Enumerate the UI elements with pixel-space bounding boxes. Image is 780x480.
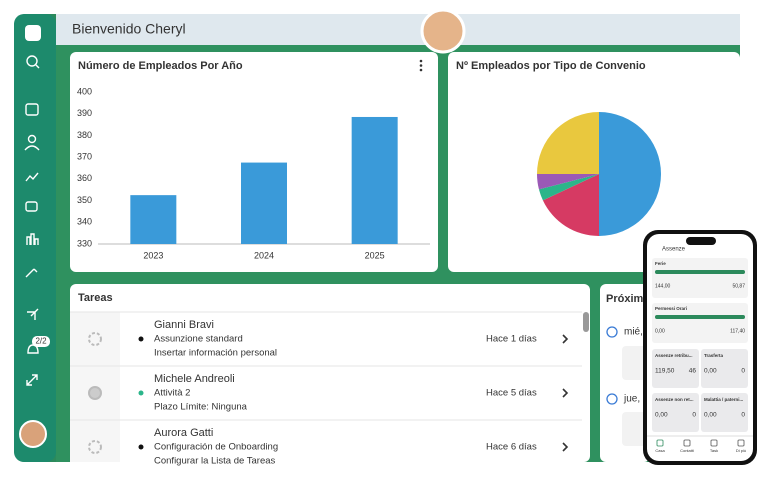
badge bbox=[32, 336, 50, 347]
task-time: Hace 1 días bbox=[486, 334, 537, 345]
tile-right: 0 bbox=[741, 412, 745, 419]
card-title: Número de Empleados Por Año bbox=[78, 60, 243, 72]
scrollbar[interactable] bbox=[583, 312, 589, 332]
task-name: Aurora Gatti bbox=[154, 427, 213, 439]
profile-avatar[interactable] bbox=[420, 8, 466, 54]
radio[interactable] bbox=[606, 326, 618, 338]
x-tick-label: 2023 bbox=[143, 250, 163, 260]
task-type: Assunzione standard bbox=[154, 334, 243, 345]
tile-title: Malattia / paterni... bbox=[704, 397, 743, 402]
task-detail: Plazo Límite: Ninguna bbox=[154, 402, 248, 413]
pie-slice bbox=[538, 174, 599, 201]
sidebar bbox=[14, 14, 56, 462]
y-tick-label: 390 bbox=[77, 108, 92, 118]
pie-slice bbox=[599, 112, 661, 236]
nav-icon[interactable] bbox=[737, 439, 745, 447]
nav-label: Contatti bbox=[680, 448, 694, 453]
card-title: Nº Empleados por Tipo de Convenio bbox=[456, 60, 646, 72]
pie-slice bbox=[537, 112, 599, 174]
task-time: Hace 5 días bbox=[486, 388, 537, 399]
tile-title: Assenze non ret... bbox=[655, 397, 694, 402]
menu-icon[interactable] bbox=[419, 59, 423, 72]
phone-tile bbox=[701, 349, 748, 388]
nav-label: Task bbox=[710, 448, 718, 453]
tile-title: Assenze retribu... bbox=[655, 353, 693, 358]
phone-card-title: Permessi Orari bbox=[655, 306, 687, 311]
task-detail: Insertar información personal bbox=[154, 348, 277, 359]
notch bbox=[686, 237, 716, 245]
phone-card bbox=[652, 303, 748, 343]
pie-slice bbox=[537, 174, 599, 190]
event[interactable] bbox=[622, 346, 652, 380]
x-tick-label: 2024 bbox=[254, 250, 274, 260]
y-tick-label: 380 bbox=[77, 130, 92, 140]
chevron[interactable] bbox=[562, 334, 569, 344]
chevron[interactable] bbox=[562, 388, 569, 398]
bar bbox=[241, 162, 287, 244]
greeting: Bienvenido Cheryl bbox=[72, 21, 186, 37]
phone-bar bbox=[655, 315, 745, 319]
tasks-card bbox=[70, 284, 590, 462]
tile-left: 0,00 bbox=[704, 368, 717, 375]
card-title: Próxim bbox=[606, 293, 644, 305]
dot bbox=[138, 336, 144, 342]
tile-left: 0,00 bbox=[704, 412, 717, 419]
tile-right: 0 bbox=[741, 368, 745, 375]
nav-icon[interactable] bbox=[656, 439, 664, 447]
phone-left: 0,00 bbox=[655, 328, 665, 334]
tile-left: 119,50 bbox=[655, 368, 675, 375]
dot bbox=[138, 390, 144, 396]
task-name: Michele Andreoli bbox=[154, 373, 235, 385]
badge-text: 2/2 bbox=[35, 337, 47, 346]
nav-icon[interactable] bbox=[683, 439, 691, 447]
nav-label: Casa bbox=[655, 448, 665, 453]
task-icon-cell bbox=[70, 312, 120, 366]
header bbox=[56, 14, 740, 45]
y-tick-label: 330 bbox=[77, 238, 92, 248]
phone-tile bbox=[701, 393, 748, 432]
phone-title: Assenze bbox=[662, 247, 686, 253]
phone-card-title: Ferie bbox=[655, 261, 666, 266]
status-icon bbox=[88, 332, 102, 346]
y-tick-label: 340 bbox=[77, 217, 92, 227]
phone-bar bbox=[655, 270, 745, 274]
y-tick-label: 360 bbox=[77, 173, 92, 183]
bar bbox=[130, 195, 177, 244]
pie-slice bbox=[542, 174, 599, 236]
x-tick-label: 2025 bbox=[365, 250, 385, 260]
y-tick-label: 400 bbox=[77, 86, 92, 96]
task-name: Gianni Bravi bbox=[154, 319, 214, 331]
task-detail: Configurar la Lista de Tareas bbox=[154, 456, 276, 467]
sidebar-icons bbox=[24, 25, 41, 386]
user-avatar[interactable] bbox=[19, 420, 47, 448]
tile-title: Trasferta bbox=[704, 353, 724, 358]
status-icon bbox=[88, 386, 102, 400]
y-tick-label: 350 bbox=[77, 195, 92, 205]
task-type: Configuración de Onboarding bbox=[154, 442, 278, 453]
bar bbox=[351, 116, 398, 244]
nav-label: Di più bbox=[736, 448, 746, 453]
tile-right: 0 bbox=[692, 412, 696, 419]
event[interactable] bbox=[622, 412, 652, 446]
y-tick-label: 370 bbox=[77, 152, 92, 162]
phone-tile bbox=[652, 393, 699, 432]
chevron[interactable] bbox=[562, 442, 569, 452]
nav-icon[interactable] bbox=[710, 439, 718, 447]
task-time: Hace 6 días bbox=[486, 442, 537, 453]
task-type: Attività 2 bbox=[154, 388, 190, 399]
phone-tile bbox=[652, 349, 699, 388]
day: mié, bbox=[624, 327, 643, 338]
status-icon bbox=[88, 440, 102, 454]
radio[interactable] bbox=[606, 393, 618, 405]
tile-left: 0,00 bbox=[655, 412, 668, 419]
card-title: Tareas bbox=[78, 292, 113, 304]
day: jue, 3 bbox=[623, 394, 649, 405]
dot bbox=[138, 444, 144, 450]
phone-card bbox=[652, 258, 748, 298]
phone-left: 144,00 bbox=[655, 283, 671, 289]
phone-right: 50,87 bbox=[732, 283, 745, 289]
phone-right: 117,40 bbox=[730, 328, 745, 334]
tile-right: 46 bbox=[689, 368, 697, 375]
